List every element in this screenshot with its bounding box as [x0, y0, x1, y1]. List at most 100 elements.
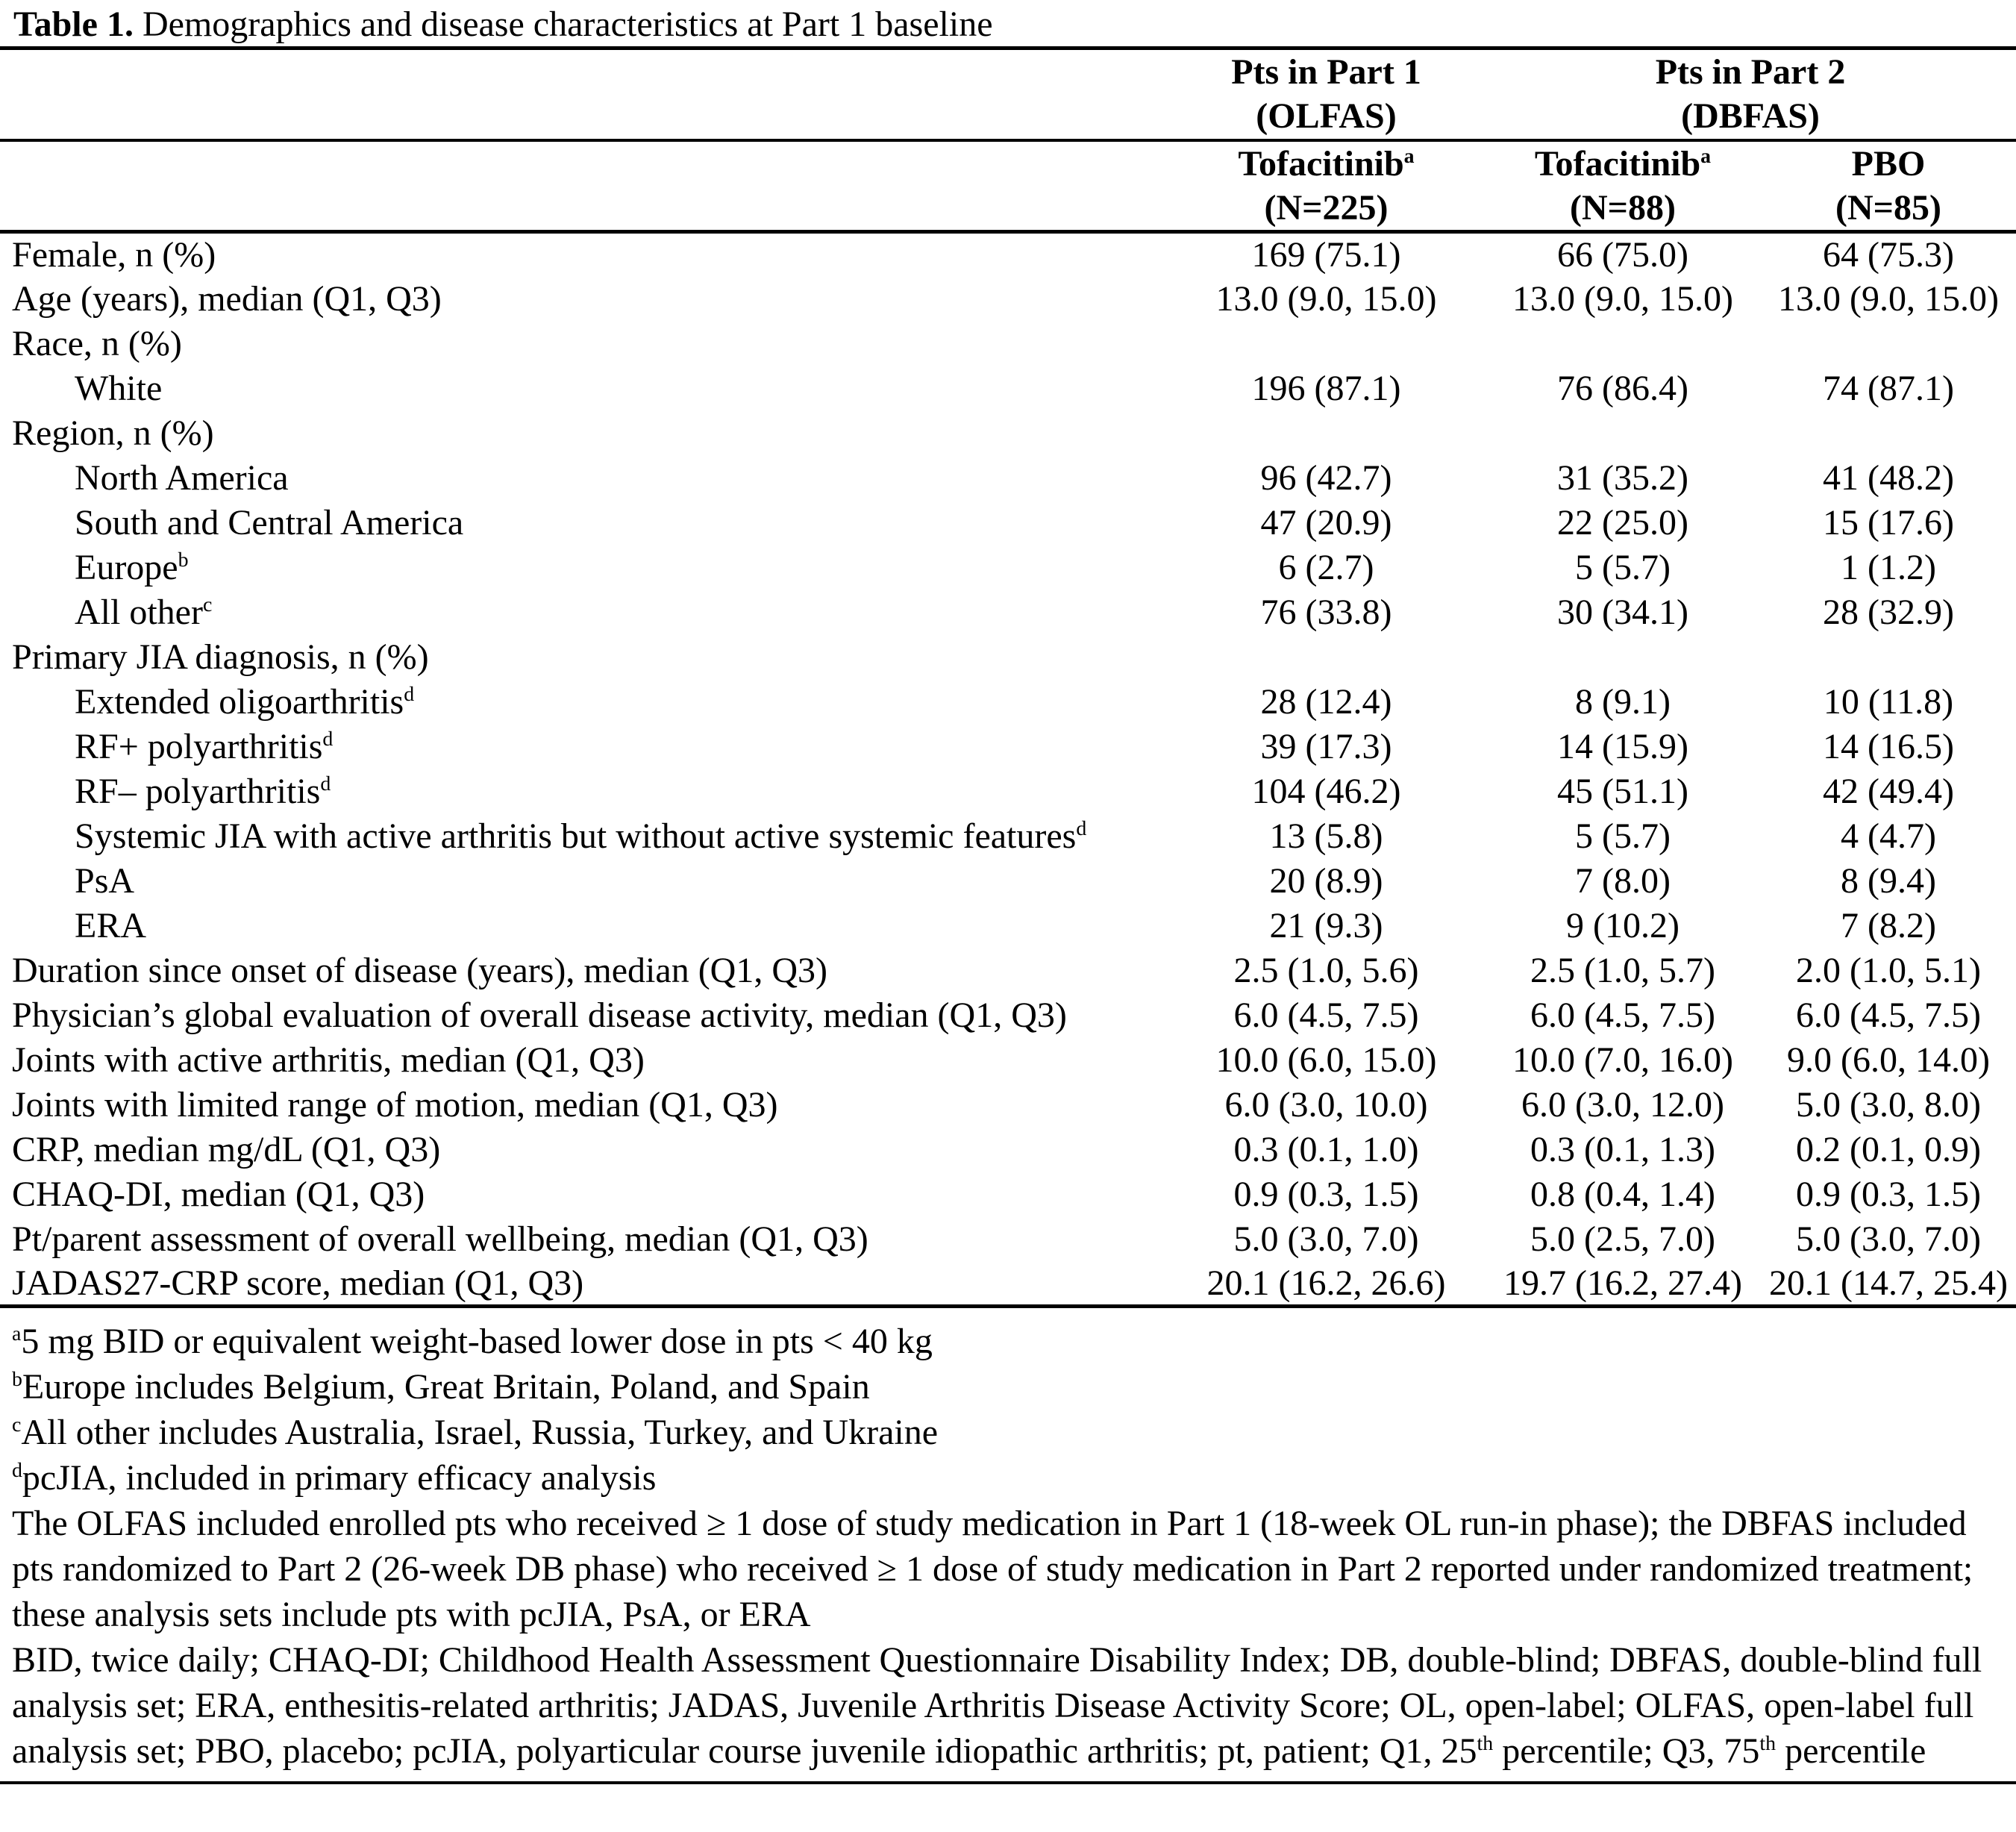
row-label: Joints with limited range of motion, med…	[12, 1085, 778, 1125]
cell-value: 6.0 (3.0, 12.0)	[1521, 1085, 1724, 1125]
header-col-tofacitinib-part1: Tofacitiniba (N=225)	[1168, 140, 1485, 234]
header-empty-cell	[0, 140, 1168, 234]
cell-value: 5.0 (3.0, 8.0)	[1796, 1085, 1981, 1125]
cell-value: 6.0 (4.5, 7.5)	[1796, 995, 1981, 1035]
header-col-n: (N=85)	[1835, 187, 1941, 228]
row-label-sup: d	[1076, 817, 1087, 840]
table-header: Pts in Part 1 (OLFAS) Pts in Part 2 (DBF…	[0, 48, 2016, 234]
table-row: Systemic JIA with active arthritis but w…	[0, 814, 2016, 859]
row-label: RF+ polyarthritisd	[75, 727, 334, 766]
footnote-paragraph: The OLFAS included enrolled pts who rece…	[12, 1504, 1973, 1634]
cell-value: 30 (34.1)	[1557, 593, 1688, 632]
row-label: South and Central America	[75, 503, 464, 543]
header-part1-line2: (OLFAS)	[1256, 96, 1397, 137]
row-label: Joints with active arthritis, median (Q1…	[12, 1040, 645, 1080]
cell-value: 47 (20.9)	[1260, 503, 1392, 543]
table-row: Extended oligoarthritisd 28 (12.4) 8 (9.1)…	[0, 680, 2016, 725]
footnote-marker: c	[12, 1413, 22, 1436]
cell-value: 31 (35.2)	[1557, 458, 1688, 498]
cell-empty	[1485, 411, 1761, 456]
cell-value: 28 (12.4)	[1260, 682, 1392, 722]
footnote: bEurope includes Belgium, Great Britain,…	[12, 1367, 870, 1407]
table-row: Region, n (%)	[0, 411, 2016, 456]
row-label-sup: d	[404, 683, 415, 706]
header-col-sup: a	[1403, 144, 1415, 168]
row-label-sup: d	[320, 772, 331, 795]
cell-value: 6 (2.7)	[1278, 548, 1374, 587]
table-row: Joints with active arthritis, median (Q1…	[0, 1038, 2016, 1083]
row-label-sup: b	[178, 548, 189, 572]
cell-value: 169 (75.1)	[1251, 235, 1401, 275]
row-label: All otherc	[75, 593, 213, 632]
cell-value: 8 (9.4)	[1841, 861, 1936, 901]
table-row: Age (years), median (Q1, Q3) 13.0 (9.0, 1…	[0, 277, 2016, 322]
cell-value: 76 (33.8)	[1260, 593, 1392, 632]
cell-value: 5.0 (3.0, 7.0)	[1796, 1219, 1981, 1259]
cell-value: 0.2 (0.1, 0.9)	[1796, 1130, 1981, 1169]
header-col-pbo: PBO (N=85)	[1761, 140, 2016, 234]
row-label: White	[75, 369, 163, 408]
table-row: CRP, median mg/dL (Q1, Q3) 0.3 (0.1, 1.0)…	[0, 1128, 2016, 1172]
cell-value: 19.7 (16.2, 27.4)	[1485, 1261, 1761, 1308]
table-row: PsA 20 (8.9) 7 (8.0) 8 (9.4)	[0, 859, 2016, 904]
cell-value: 28 (32.9)	[1823, 593, 1954, 632]
cell-value: 66 (75.0)	[1557, 235, 1688, 275]
footnotes: a5 mg BID or equivalent weight-based low…	[0, 1308, 2016, 1784]
cell-value: 5 (5.7)	[1575, 548, 1671, 587]
table-row: JADAS27-CRP score, median (Q1, Q3) 20.1 (…	[0, 1261, 2016, 1308]
demographics-table: Pts in Part 1 (OLFAS) Pts in Part 2 (DBF…	[0, 46, 2016, 1308]
header-col-sup: a	[1700, 144, 1712, 168]
header-col-n: (N=225)	[1264, 187, 1389, 228]
cell-value: 21 (9.3)	[1269, 906, 1383, 945]
table-row: Duration since onset of disease (years),…	[0, 948, 2016, 993]
cell-value: 13.0 (9.0, 15.0)	[1778, 279, 1999, 319]
table-row: CHAQ-DI, median (Q1, Q3) 0.9 (0.3, 1.5) 0.…	[0, 1172, 2016, 1217]
cell-value: 2.0 (1.0, 5.1)	[1796, 951, 1981, 990]
footnote: a5 mg BID or equivalent weight-based low…	[12, 1322, 933, 1361]
table-row: All otherc 76 (33.8) 30 (34.1) 28 (32.9)	[0, 590, 2016, 635]
cell-empty	[1168, 411, 1485, 456]
table-row: Primary JIA diagnosis, n (%)	[0, 635, 2016, 680]
header-part1-olfas: Pts in Part 1 (OLFAS)	[1168, 48, 1485, 142]
table-row: South and Central America 47 (20.9) 22 (25…	[0, 501, 2016, 545]
table-row: White 196 (87.1) 76 (86.4) 74 (87.1)	[0, 366, 2016, 411]
cell-empty	[1761, 635, 2016, 680]
cell-value: 15 (17.6)	[1823, 503, 1954, 543]
cell-empty	[1761, 322, 2016, 366]
cell-value: 0.9 (0.3, 1.5)	[1796, 1175, 1981, 1214]
row-label-sup: c	[202, 593, 213, 616]
cell-value: 13.0 (9.0, 15.0)	[1512, 279, 1733, 319]
cell-value: 2.5 (1.0, 5.7)	[1530, 951, 1715, 990]
header-col-name: PBO	[1851, 143, 1926, 184]
header-col-name: Tofacitinib	[1238, 143, 1404, 184]
cell-value: 0.9 (0.3, 1.5)	[1233, 1175, 1419, 1214]
table-row: North America 96 (42.7) 31 (35.2) 41 (48.2)	[0, 456, 2016, 501]
cell-value: 74 (87.1)	[1823, 369, 1954, 408]
row-label: Race, n (%)	[12, 324, 182, 363]
row-label: Duration since onset of disease (years),…	[12, 951, 827, 990]
row-label: CHAQ-DI, median (Q1, Q3)	[12, 1175, 425, 1214]
cell-value: 2.5 (1.0, 5.6)	[1233, 951, 1419, 990]
row-label: Age (years), median (Q1, Q3)	[12, 279, 442, 319]
table-row: RF– polyarthritisd 104 (46.2) 45 (51.1) 42 …	[0, 769, 2016, 814]
cell-value: 10.0 (6.0, 15.0)	[1215, 1040, 1437, 1080]
cell-value: 0.8 (0.4, 1.4)	[1530, 1175, 1715, 1214]
header-part2-line2: (DBFAS)	[1681, 96, 1820, 137]
row-label: Pt/parent assessment of overall wellbein…	[12, 1219, 868, 1259]
header-part1-line1: Pts in Part 1	[1231, 52, 1421, 93]
row-label: PsA	[75, 861, 135, 901]
cell-value: 13.0 (9.0, 15.0)	[1215, 279, 1437, 319]
row-label: Systemic JIA with active arthritis but w…	[75, 816, 1087, 856]
footnote-marker: d	[12, 1459, 22, 1482]
cell-value: 9.0 (6.0, 14.0)	[1787, 1040, 1990, 1080]
table-row: ERA 21 (9.3) 9 (10.2) 7 (8.2)	[0, 904, 2016, 948]
footnote-marker: b	[12, 1368, 22, 1391]
cell-value: 9 (10.2)	[1566, 906, 1680, 945]
row-label: North America	[75, 458, 289, 498]
row-label: RF– polyarthritisd	[75, 772, 331, 811]
table-row: RF+ polyarthritisd 39 (17.3) 14 (15.9) 14 (…	[0, 725, 2016, 769]
row-label-sup: d	[322, 728, 334, 751]
footnote-marker: a	[12, 1322, 22, 1345]
row-label: CRP, median mg/dL (Q1, Q3)	[12, 1130, 441, 1169]
